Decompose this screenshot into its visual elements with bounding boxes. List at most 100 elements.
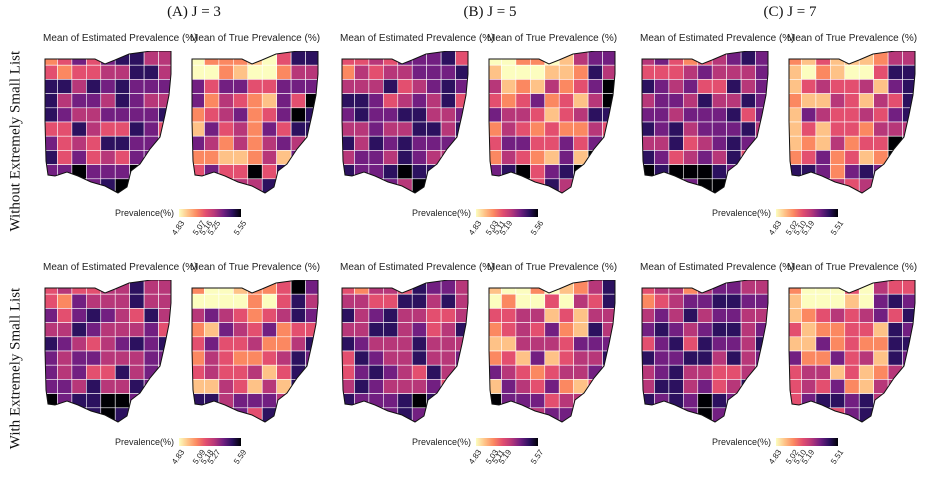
county-cell xyxy=(57,280,73,295)
estimated-prevalence-map xyxy=(341,51,469,194)
county-cell xyxy=(426,308,442,323)
county-cell xyxy=(801,393,817,409)
county-cell xyxy=(218,322,234,338)
county-cell xyxy=(233,336,249,352)
county-cell xyxy=(587,107,603,123)
county-cell xyxy=(86,280,102,295)
county-cell xyxy=(711,280,727,295)
county-cell xyxy=(515,51,531,66)
county-cell xyxy=(218,336,234,352)
county-cell xyxy=(530,280,546,295)
county-cell xyxy=(858,51,874,66)
county-cell xyxy=(602,150,615,165)
county-cell xyxy=(602,308,615,323)
county-cell xyxy=(683,336,699,352)
county-cell xyxy=(158,407,171,422)
county-cell xyxy=(305,379,318,394)
county-cell xyxy=(397,121,413,137)
county-cell xyxy=(602,407,615,422)
county-cell xyxy=(530,93,546,109)
county-cell xyxy=(697,350,713,366)
county-cell xyxy=(697,293,713,309)
county-cell xyxy=(642,393,655,409)
county-cell xyxy=(218,121,234,137)
county-cell xyxy=(383,150,399,165)
county-cell xyxy=(873,336,889,352)
county-cell xyxy=(354,150,370,165)
true-prevalence-map xyxy=(788,51,916,194)
county-cell xyxy=(143,280,159,295)
county-cell xyxy=(143,407,159,422)
county-cell xyxy=(368,79,384,94)
county-cell xyxy=(515,121,531,137)
county-cell xyxy=(261,121,277,137)
county-cell xyxy=(86,164,102,180)
county-cell xyxy=(354,293,370,309)
county-cell xyxy=(247,164,263,180)
legend-tick-label: 5.51 xyxy=(829,219,846,237)
county-cell xyxy=(789,164,802,180)
county-cell xyxy=(45,407,58,422)
county-cell xyxy=(305,322,318,338)
county-cell xyxy=(573,150,589,165)
legend-tick-label: 5.56 xyxy=(529,219,546,237)
county-cell xyxy=(544,308,560,323)
county-cell xyxy=(426,121,442,137)
county-cell xyxy=(218,107,234,123)
county-cell xyxy=(247,64,263,80)
legend-colorbar xyxy=(776,209,838,217)
county-cell xyxy=(844,121,860,137)
county-cell xyxy=(515,293,531,309)
county-cell xyxy=(789,379,802,394)
estimated-prevalence-map xyxy=(641,51,769,194)
county-cell xyxy=(233,79,249,94)
county-cell xyxy=(57,135,73,151)
county-cell xyxy=(683,150,699,165)
county-cell xyxy=(71,150,87,165)
county-cell xyxy=(57,93,73,109)
county-cell xyxy=(247,364,263,380)
county-cell xyxy=(71,293,87,309)
county-cell xyxy=(515,64,531,80)
county-cell xyxy=(261,51,277,66)
county-cell xyxy=(261,393,277,409)
county-cell xyxy=(204,407,220,422)
county-cell xyxy=(726,322,742,338)
county-cell xyxy=(455,164,468,180)
county-cell xyxy=(815,51,831,66)
county-cell xyxy=(129,379,145,394)
county-cell xyxy=(602,135,615,151)
county-cell xyxy=(86,150,102,165)
county-cell xyxy=(844,322,860,338)
county-cell xyxy=(143,121,159,137)
county-cell xyxy=(86,336,102,352)
county-cell xyxy=(204,93,220,109)
county-cell xyxy=(902,93,915,109)
county-cell xyxy=(573,135,589,151)
county-cell xyxy=(86,135,102,151)
county-cell xyxy=(858,379,874,394)
county-cell xyxy=(158,93,171,109)
county-cell xyxy=(740,364,756,380)
county-cell xyxy=(801,79,817,94)
county-cell xyxy=(440,64,456,80)
county-cell xyxy=(114,51,130,66)
county-cell xyxy=(740,51,756,66)
county-cell xyxy=(71,135,87,151)
county-cell xyxy=(755,322,768,338)
county-cell xyxy=(397,364,413,380)
county-cell xyxy=(642,379,655,394)
county-cell xyxy=(114,135,130,151)
county-cell xyxy=(830,121,846,137)
county-cell xyxy=(530,164,546,180)
county-cell xyxy=(501,51,517,66)
county-cell xyxy=(158,379,171,394)
county-cell xyxy=(844,79,860,94)
county-cell xyxy=(426,322,442,338)
county-cell xyxy=(558,135,574,151)
county-cell xyxy=(368,178,384,193)
county-cell xyxy=(726,178,742,193)
county-cell xyxy=(45,150,58,165)
county-cell xyxy=(440,79,456,94)
county-cell xyxy=(276,336,292,352)
